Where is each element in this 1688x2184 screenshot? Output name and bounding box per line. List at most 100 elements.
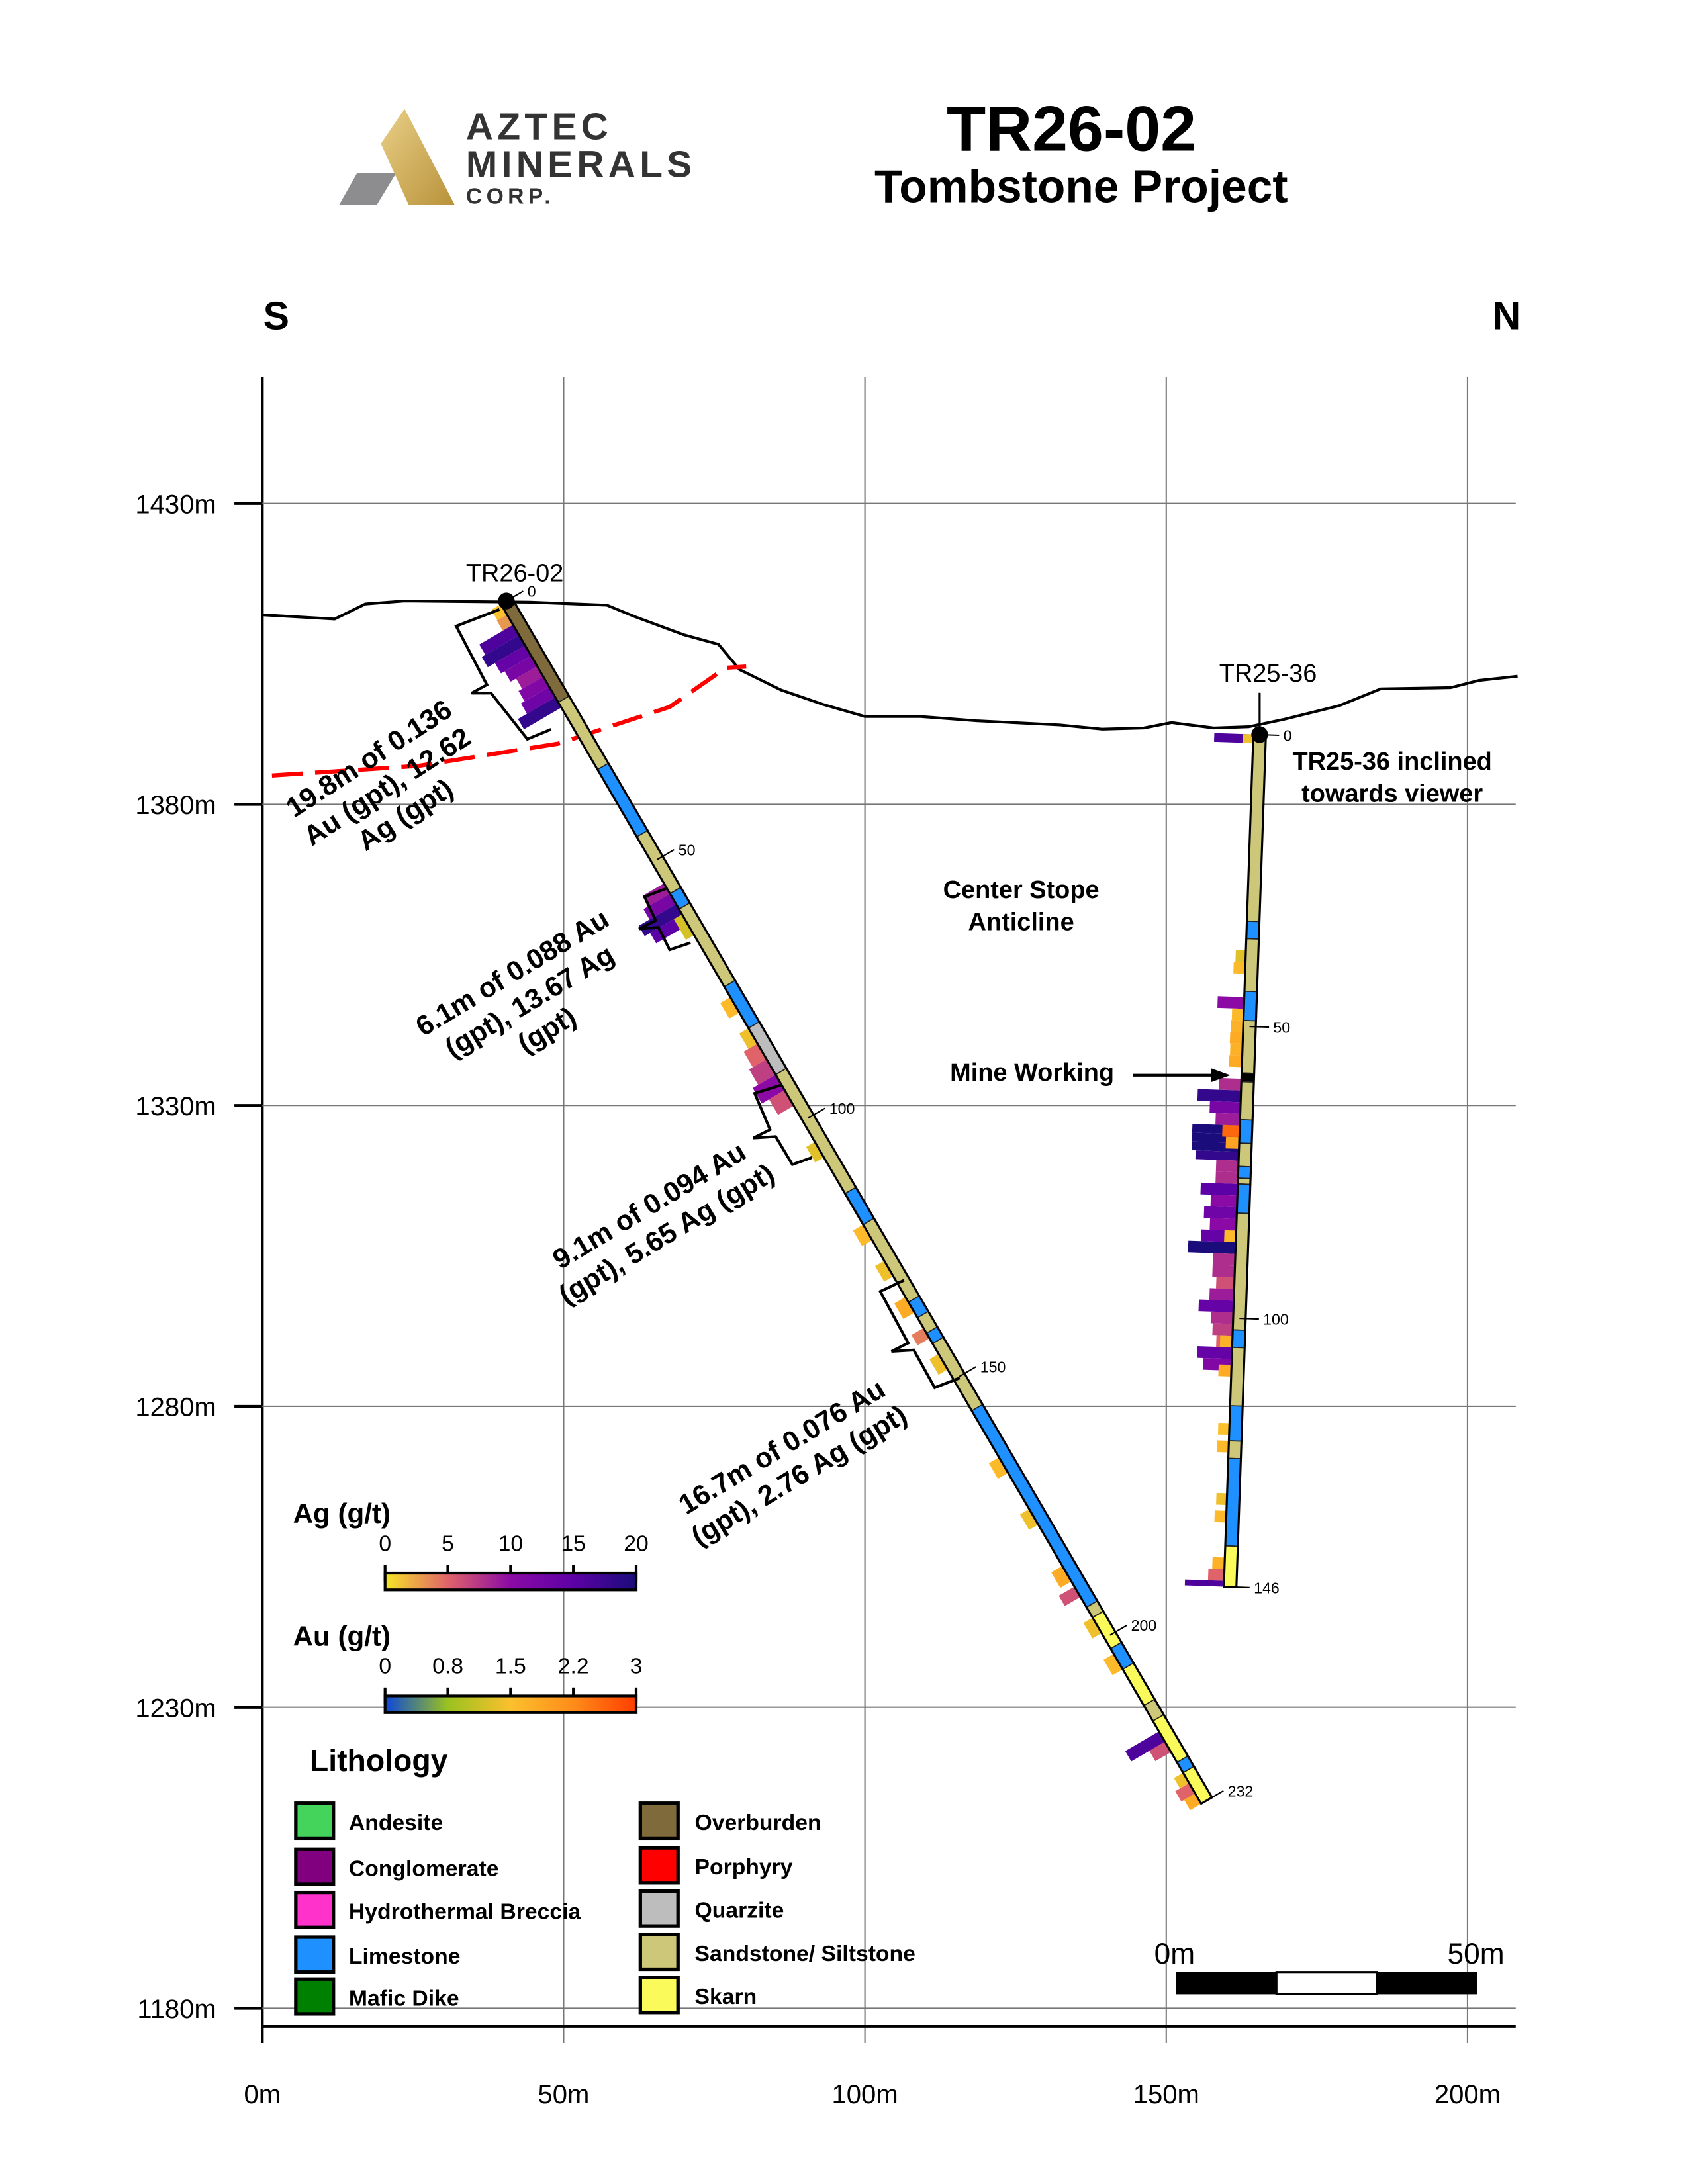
legend-swatch	[294, 1890, 336, 1929]
ag-assay-bar	[1197, 1089, 1241, 1103]
ag-assay-bar	[1149, 1741, 1171, 1762]
depth-label: 50	[679, 841, 696, 858]
bracket-2	[638, 887, 691, 952]
bracket-3	[753, 1083, 813, 1167]
ag-assay-bar	[1219, 1077, 1242, 1091]
depth-tick	[657, 848, 675, 860]
ag-assay-bar	[1188, 1240, 1236, 1254]
ag-assay-bar	[1212, 1253, 1236, 1266]
legend-item: Andesite	[294, 1801, 443, 1841]
ag-assay-bar	[1215, 1160, 1239, 1173]
au-assay-bar	[1219, 1335, 1233, 1347]
y-tick-label: 1380m	[135, 791, 216, 820]
au-assay-bar	[1233, 962, 1246, 974]
scale-tick-label: 0	[379, 1531, 391, 1556]
ag-assay-bar	[1215, 1171, 1239, 1184]
lithology-interval	[970, 1403, 1098, 1608]
page-subtitle: Tombstone Project	[874, 161, 1288, 212]
depth-label: 100	[1263, 1311, 1289, 1328]
legend-swatch	[638, 1976, 680, 2015]
contact-dashed-line	[271, 664, 747, 778]
scale-bar-start: 0m	[1154, 1938, 1195, 1970]
ag-assay-bar	[1058, 1586, 1081, 1606]
lithology-interval	[931, 1336, 984, 1412]
au-scale-title: Au (g/t)	[293, 1621, 391, 1652]
drillhole-tr26-02: 0 50 100 150 200 232 TR26-02	[466, 560, 1253, 1811]
depth-tick	[1239, 1318, 1259, 1320]
lithology-interval	[1241, 1072, 1255, 1083]
mine-working-arrow	[1133, 1068, 1231, 1083]
x-tick-label: 150m	[1133, 2080, 1199, 2109]
lithology-interval	[1231, 1329, 1246, 1349]
lithology-interval	[1245, 921, 1260, 940]
ag-color-bar	[383, 1571, 638, 1592]
au-assay-bar	[1083, 1617, 1102, 1639]
ag-assay-bar	[1209, 1288, 1235, 1301]
ag-assay-bar	[1195, 1150, 1239, 1161]
depth-tick	[1109, 1624, 1127, 1636]
lithology-legend-title: Lithology	[310, 1743, 448, 1778]
au-assay-bar	[1218, 1364, 1232, 1377]
logo-gray-shape	[339, 173, 397, 205]
au-assay-bar	[1231, 1008, 1244, 1021]
legend-label: Conglomerate	[349, 1856, 499, 1881]
depth-label: 200	[1131, 1617, 1157, 1634]
legend-swatch	[638, 1889, 680, 1928]
au-assay-bar	[874, 1261, 894, 1282]
legend-item: Mafic Dike	[294, 1977, 459, 2016]
grid: 0m 50m 100m 150m 200m1430m1380m1330m1280m123…	[135, 377, 1516, 2109]
scale-tick-label: 0.8	[432, 1654, 463, 1679]
inclined-note-1: TR25-36 inclined	[1292, 748, 1491, 776]
ag-assay-bar	[1200, 1182, 1238, 1196]
legend-item: Skarn	[638, 1976, 757, 2015]
ag-assay-bar	[1209, 1101, 1241, 1115]
logo-text-2: MINERALS	[466, 144, 696, 186]
lithology-interval	[1237, 1142, 1252, 1167]
y-tick-label: 1330m	[135, 1092, 216, 1121]
legend-label: Quarzite	[695, 1898, 784, 1923]
drillhole-tr25-36: 0 50 100 146 TR25-36	[1184, 660, 1317, 1596]
ag-assay-bar	[1184, 1579, 1225, 1587]
depth-label: 232	[1228, 1782, 1254, 1799]
mine-working-label: Mine Working	[950, 1059, 1114, 1087]
au-assay-bar	[1224, 1230, 1237, 1243]
au-assay-bar	[894, 1297, 915, 1320]
scale-tick-label: 1.5	[495, 1654, 526, 1679]
depth-tick	[808, 1107, 825, 1119]
stope-label-2: Anticline	[968, 909, 1074, 936]
x-tick-label: 100m	[832, 2080, 898, 2109]
scale-bar: 0m 50m	[1154, 1938, 1505, 1995]
ag-assay-bar	[481, 635, 526, 668]
legend-swatch	[638, 1846, 680, 1885]
ag-assay-bar	[1212, 1323, 1233, 1336]
legend-label: Hydrothermal Breccia	[349, 1899, 581, 1925]
au-assay-bar	[1216, 1492, 1227, 1506]
y-tick-label: 1280m	[135, 1393, 216, 1422]
legend-item: Porphyry	[638, 1846, 793, 1885]
ag-assay-bar	[516, 666, 543, 689]
legend-item: Quarzite	[638, 1889, 784, 1928]
au-assay-bar	[1212, 1557, 1225, 1570]
depth-label: 150	[980, 1359, 1006, 1376]
au-assay-bar	[739, 1028, 758, 1050]
legend-label: Sandstone/ Siltstone	[695, 1941, 915, 1966]
company-logo: AZTEC MINERALS CORP.	[339, 106, 696, 209]
lithology-interval	[1236, 1183, 1251, 1214]
legend-item: Conglomerate	[294, 1847, 499, 1886]
au-color-bar	[383, 1694, 638, 1714]
scale-bar-end: 50m	[1448, 1938, 1505, 1970]
legend-swatch	[294, 1847, 336, 1886]
lithology-interval	[1239, 1118, 1254, 1144]
logo-text-3: CORP.	[466, 184, 555, 209]
bracket-4	[878, 1279, 961, 1390]
topography-line	[262, 599, 1518, 731]
inclined-note-2: towards viewer	[1301, 780, 1483, 808]
x-tick-label: 50m	[538, 2080, 590, 2109]
au-assay-bar	[988, 1457, 1008, 1479]
au-assay-bar	[1217, 1440, 1229, 1453]
lithology-interval	[635, 829, 682, 895]
au-assay-bar	[1214, 1510, 1227, 1523]
ag-assay-bar	[1210, 1195, 1238, 1208]
scale-tick-label: 15	[561, 1531, 585, 1556]
ag-assay-bar	[1125, 1731, 1165, 1762]
